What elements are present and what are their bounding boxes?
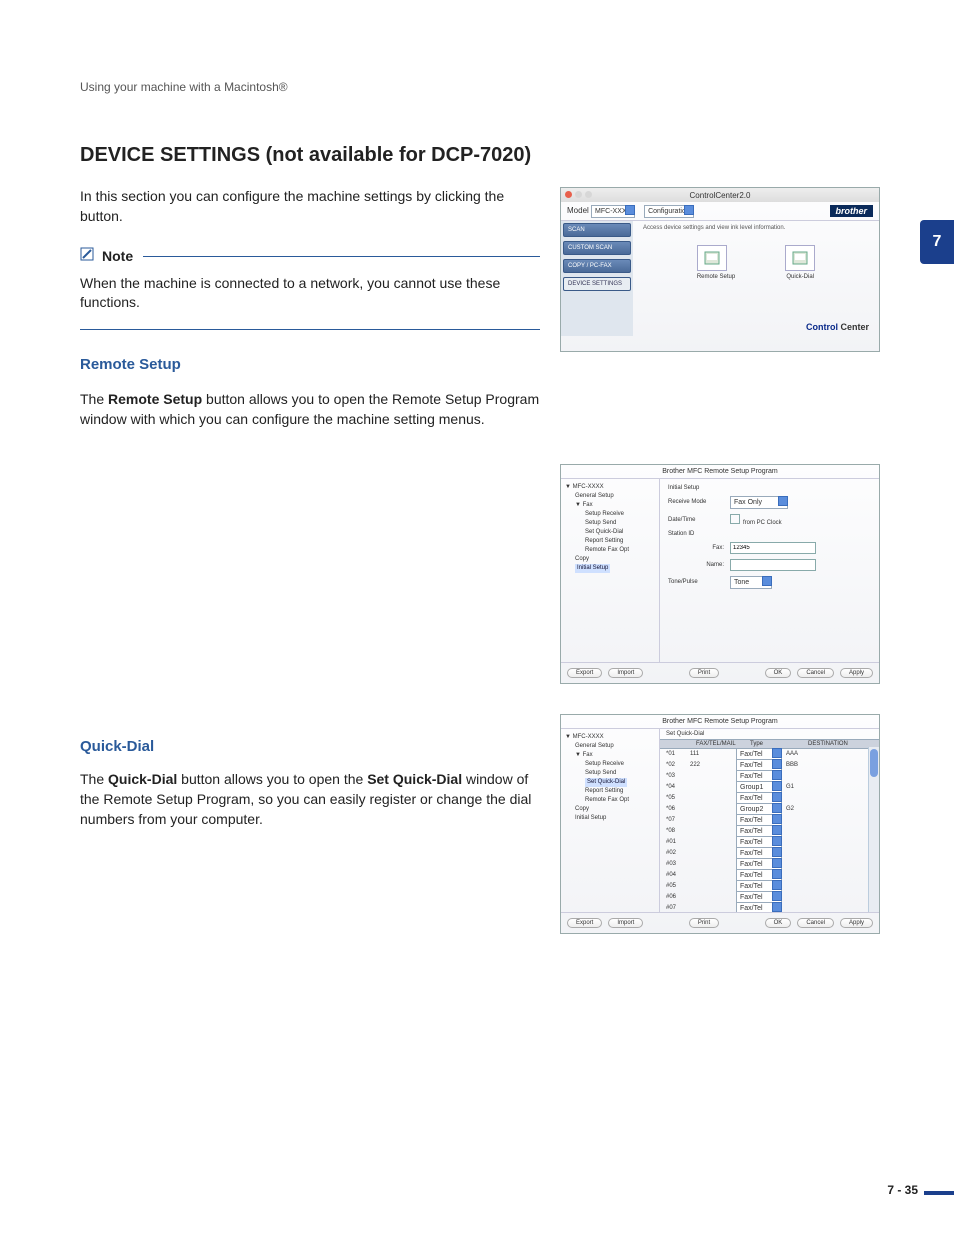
rs-cancel-button[interactable]: Cancel (797, 668, 834, 678)
qd-row[interactable]: #07Fax/Tel (660, 903, 879, 912)
rs-datetime-label: Date/Time (668, 517, 724, 523)
rs-tonepulse-select[interactable]: Tone (730, 576, 772, 589)
tree-item[interactable]: ▼ Fax (565, 751, 655, 760)
tree-item[interactable]: General Setup (565, 742, 655, 751)
rs-fax-label: Fax: (668, 545, 724, 551)
qd-col-header: DESTINATION (804, 741, 862, 747)
tree-item[interactable]: Copy (565, 805, 655, 814)
quick-dial-heading: Quick-Dial (80, 738, 540, 755)
cc-config-select[interactable]: Configuration (644, 205, 694, 218)
cc-model-select[interactable]: MFC-XXXX (591, 205, 635, 218)
rs-pcclock-checkbox[interactable] (730, 514, 740, 524)
qd-col-header (660, 741, 692, 747)
rs-receive-mode-select[interactable]: Fax Only (730, 496, 788, 509)
cc-desc: Access device settings and view ink leve… (643, 225, 869, 231)
page-number: 7 - 35 (887, 1183, 918, 1197)
note-body: When the machine is connected to a netwo… (80, 274, 540, 313)
rs-pcclock-label: from PC Clock (743, 520, 782, 526)
rs-apply-button[interactable]: Apply (840, 668, 873, 678)
qd-apply-button[interactable]: Apply (840, 918, 873, 928)
note-rule (143, 256, 540, 257)
qd-type-select[interactable]: Fax/Tel (736, 902, 782, 912)
qd-export-button[interactable]: Export (567, 918, 602, 928)
tree-item[interactable]: Copy (565, 555, 655, 564)
quick-dial-screenshot: Brother MFC Remote Setup Program ▼ MFC-X… (560, 714, 880, 934)
qd-scrollbar[interactable] (868, 747, 879, 912)
qd-print-button[interactable]: Print (689, 918, 719, 928)
rs-name-label: Name: (668, 562, 724, 568)
cc-model-label: Model (567, 206, 589, 215)
controlcenter-screenshot: ControlCenter2.0 Model MFC-XXXX Configur… (560, 187, 880, 352)
page-title: DEVICE SETTINGS (not available for DCP-7… (80, 144, 894, 167)
qd-col-header: Type (746, 741, 804, 747)
intro-paragraph: In this section you can configure the ma… (80, 187, 540, 226)
cc-icon-label: Quick-Dial (785, 274, 815, 280)
tree-item[interactable]: Initial Setup (565, 814, 655, 823)
rs-title: Brother MFC Remote Setup Program (561, 465, 879, 479)
cc-sidebar-device-settings[interactable]: DEVICE SETTINGS (563, 277, 631, 291)
remote-setup-screenshot: Brother MFC Remote Setup Program ▼ MFC-X… (560, 464, 880, 684)
rs-export-button[interactable]: Export (567, 668, 602, 678)
cc-sidebar-custom-scan[interactable]: CUSTOM SCAN (563, 241, 631, 255)
qd-title: Brother MFC Remote Setup Program (561, 715, 879, 729)
tree-item[interactable]: Report Setting (565, 537, 655, 546)
rs-receive-mode-label: Receive Mode (668, 499, 724, 505)
qd-import-button[interactable]: Import (608, 918, 643, 928)
tree-item[interactable]: Setup Send (565, 519, 655, 528)
cc-titlebar: ControlCenter2.0 (690, 191, 751, 200)
running-header: Using your machine with a Macintosh® (80, 80, 894, 94)
cc-icon-quick-dial[interactable] (785, 245, 815, 271)
cc-icon-remote-setup[interactable] (697, 245, 727, 271)
note-rule-bottom (80, 329, 540, 330)
cc-sidebar-scan[interactable]: SCAN (563, 223, 631, 237)
tree-item[interactable]: Remote Fax Opt (565, 796, 655, 805)
qd-cancel-button[interactable]: Cancel (797, 918, 834, 928)
brother-logo: brother (830, 205, 874, 217)
page-number-bar (924, 1191, 954, 1195)
tree-item[interactable]: Report Setting (565, 787, 655, 796)
qd-caption: Set Quick-Dial (660, 729, 879, 740)
rs-ok-button[interactable]: OK (765, 668, 792, 678)
tree-item[interactable]: Setup Receive (565, 760, 655, 769)
tree-item[interactable]: ▼ MFC-XXXX (565, 733, 655, 742)
rs-name-input[interactable] (730, 559, 816, 571)
tree-item[interactable]: ▼ MFC-XXXX (565, 483, 655, 492)
tree-item[interactable]: Remote Fax Opt (565, 546, 655, 555)
cc-icon-label: Remote Setup (697, 274, 735, 280)
remote-setup-heading: Remote Setup (80, 354, 540, 375)
chapter-tab: 7 (920, 220, 954, 264)
rs-stationid-label: Station ID (668, 531, 724, 537)
note-label: Note (102, 247, 133, 267)
rs-print-button[interactable]: Print (689, 668, 719, 678)
tree-item[interactable]: Set Quick-Dial (565, 778, 655, 787)
rs-fax-input[interactable] (730, 542, 816, 554)
tree-item[interactable]: Set Quick-Dial (565, 528, 655, 537)
tree-item[interactable]: General Setup (565, 492, 655, 501)
tree-item[interactable]: Setup Receive (565, 510, 655, 519)
tree-item[interactable]: Initial Setup (565, 564, 655, 573)
qd-ok-button[interactable]: OK (765, 918, 792, 928)
cc-footer-brand: Control Center (806, 322, 869, 332)
qd-col-header: FAX/TEL/MAIL (692, 741, 746, 747)
quick-dial-body: The Quick-Dial button allows you to open… (80, 769, 540, 830)
rs-import-button[interactable]: Import (608, 668, 643, 678)
remote-setup-body: The Remote Setup button allows you to op… (80, 389, 540, 430)
rs-tonepulse-label: Tone/Pulse (668, 579, 724, 585)
rs-form-caption: Initial Setup (668, 485, 871, 491)
tree-item[interactable]: ▼ Fax (565, 501, 655, 510)
cc-sidebar-copy-pc-fax[interactable]: COPY / PC-FAX (563, 259, 631, 273)
note-icon (80, 246, 102, 268)
tree-item[interactable]: Setup Send (565, 769, 655, 778)
